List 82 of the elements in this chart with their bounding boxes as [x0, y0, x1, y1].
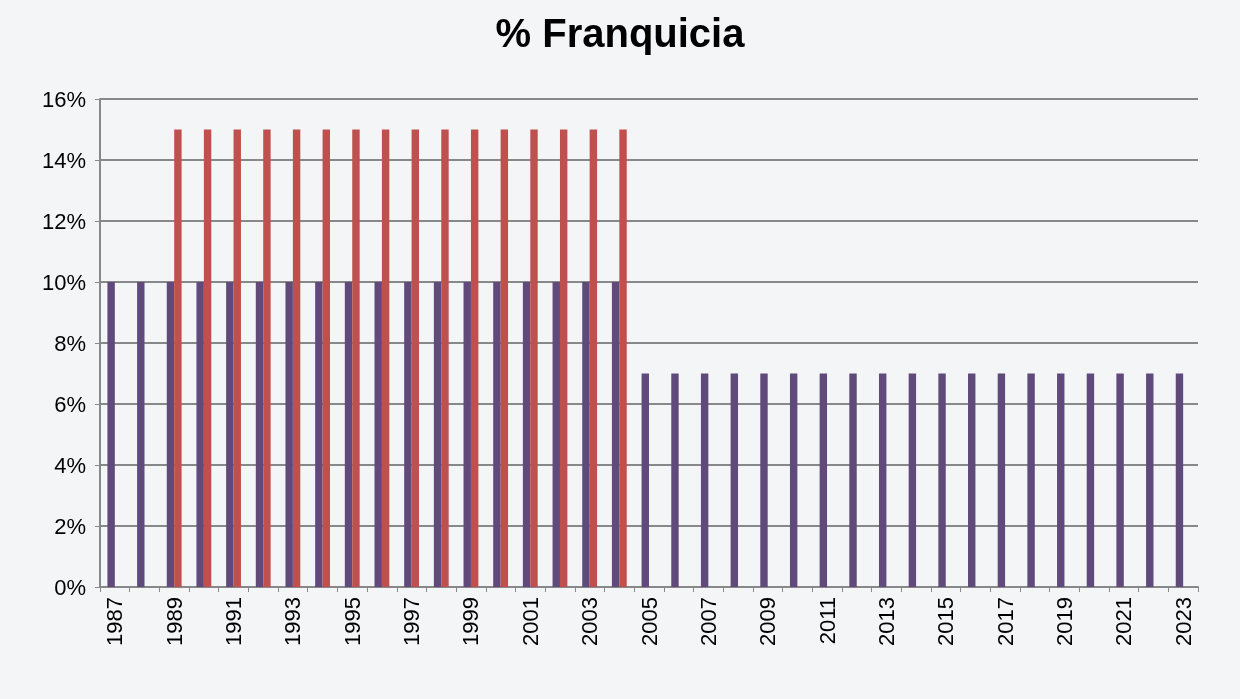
bar — [530, 129, 538, 587]
bar — [730, 373, 739, 587]
bar — [619, 129, 627, 587]
x-tick-label: 2007 — [695, 597, 721, 646]
bar — [1146, 373, 1154, 587]
bar — [404, 282, 412, 587]
x-tick-label: 2011 — [814, 597, 840, 645]
x-tick-label: 1991 — [221, 597, 247, 646]
bar — [255, 282, 264, 587]
x-tick-label: 2021 — [1111, 597, 1137, 646]
bar — [315, 282, 323, 587]
y-tick-label: 10% — [41, 269, 86, 295]
y-tick-label: 16% — [41, 86, 86, 112]
bar — [611, 282, 620, 587]
bar — [352, 129, 360, 587]
bar — [1086, 373, 1095, 587]
bar — [849, 373, 857, 587]
x-tick-label: 2009 — [755, 597, 781, 646]
bar — [463, 282, 471, 587]
x-tick-label: 1989 — [161, 597, 187, 646]
x-tick-label: 1999 — [458, 597, 484, 646]
bar — [493, 282, 501, 587]
bar — [166, 282, 175, 587]
y-tick-label: 14% — [41, 147, 86, 173]
x-tick-label: 2013 — [873, 597, 899, 646]
bar — [968, 373, 976, 587]
bar — [552, 282, 560, 587]
bar — [344, 282, 353, 587]
bar — [263, 129, 271, 587]
x-tick-label: 2023 — [1170, 597, 1196, 646]
bar — [559, 129, 568, 587]
bar — [470, 129, 479, 587]
bar — [1027, 373, 1035, 587]
bar — [760, 373, 768, 587]
x-tick-label: 1993 — [280, 597, 306, 646]
x-tick-label: 2017 — [992, 597, 1018, 646]
bar — [203, 129, 212, 587]
y-tick-label: 4% — [54, 452, 86, 478]
bar — [441, 129, 449, 587]
bar — [174, 129, 182, 587]
bar — [878, 373, 887, 587]
bar — [137, 282, 145, 587]
bar — [411, 129, 420, 587]
bar — [292, 129, 301, 587]
bar — [233, 129, 241, 587]
y-tick-label: 8% — [54, 330, 86, 356]
x-tick-label: 1987 — [102, 597, 128, 646]
y-tick-label: 0% — [54, 574, 86, 600]
bar — [671, 373, 679, 587]
bar — [938, 373, 946, 587]
x-tick-label: 2015 — [933, 597, 959, 646]
bar — [997, 373, 1006, 587]
bar — [589, 129, 598, 587]
bar — [381, 129, 390, 587]
y-tick-label: 2% — [54, 513, 86, 539]
x-tick-label: 1995 — [339, 597, 365, 646]
bar — [285, 282, 293, 587]
bar — [500, 129, 509, 587]
bar — [226, 282, 234, 587]
x-tick-label: 2019 — [1051, 597, 1077, 646]
x-tick-label: 2003 — [577, 597, 603, 646]
y-tick-label: 6% — [54, 391, 86, 417]
y-tick-label: 12% — [41, 208, 86, 234]
bar — [582, 282, 590, 587]
chart-title: % Franquicia — [495, 11, 746, 55]
bar — [107, 282, 115, 587]
bar — [908, 373, 917, 587]
bar — [789, 373, 798, 587]
bar — [700, 373, 709, 587]
bar — [196, 282, 204, 587]
bar — [322, 129, 330, 587]
bar — [1057, 373, 1065, 587]
bar — [522, 282, 531, 587]
x-tick-label: 1997 — [399, 597, 425, 646]
bar — [1116, 373, 1124, 587]
bar — [1175, 373, 1184, 587]
x-tick-label: 2005 — [636, 597, 662, 646]
bar — [641, 373, 649, 587]
bar — [374, 282, 382, 587]
x-tick-label: 2001 — [517, 597, 543, 646]
bar — [819, 373, 828, 587]
bar — [433, 282, 442, 587]
